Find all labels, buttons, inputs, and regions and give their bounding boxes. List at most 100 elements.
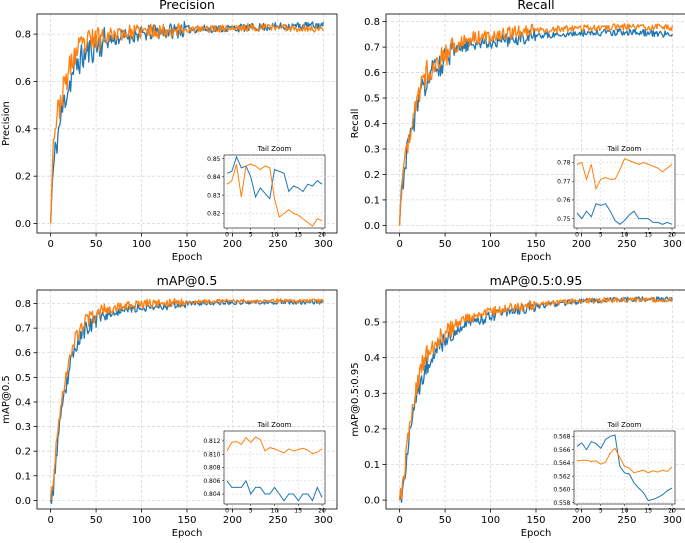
series-line-2 (398, 23, 674, 226)
y-axis-label: Precision (1, 101, 12, 146)
inset-x-tick-label: 5 (249, 232, 253, 239)
x-tick-label: 50 (90, 239, 103, 250)
y-tick-label: 0.2 (364, 170, 380, 181)
inset-x-tick-label: 15 (294, 508, 302, 515)
inset-x-tick-label: 0 (225, 508, 229, 515)
tail-zoom-inset: 0 5 10 15 20 0.804 0.806 0.808 0.810 0.812 Tail Zo… (203, 421, 326, 515)
y-tick-label: 0.5 (364, 318, 380, 329)
inset-y-tick-label: 0.804 (203, 491, 220, 498)
y-tick-label: 0.4 (15, 124, 31, 135)
y-tick-label: 0.1 (364, 460, 380, 471)
inset-y-tick-label: 0.78 (557, 160, 571, 167)
x-tick-label: 300 (314, 515, 333, 526)
y-axis-label: Recall (350, 109, 361, 139)
y-axis-label: mAP@0.5 (1, 375, 12, 424)
x-axis-label: Epoch (521, 252, 552, 263)
chart-title: mAP@0.5:0.95 (490, 273, 583, 288)
inset-y-tick-label: 0.812 (203, 438, 220, 445)
y-tick-label: 0.3 (15, 422, 31, 433)
y-axis-label: mAP@0.5:0.95 (350, 362, 361, 436)
x-tick-label: 150 (526, 239, 545, 250)
inset-y-tick-label: 0.77 (557, 178, 571, 185)
x-tick-label: 300 (663, 239, 682, 250)
y-tick-label: 0.8 (364, 17, 380, 28)
x-tick-label: 250 (268, 515, 287, 526)
inset-series-line-2 (576, 447, 673, 474)
inset-x-tick-label: 10 (621, 508, 629, 515)
x-tick-label: 0 (47, 515, 53, 526)
inset-x-tick-label: 0 (575, 232, 579, 239)
inset-x-tick-label: 0 (575, 508, 579, 515)
x-axis-label: Epoch (521, 528, 552, 539)
chart-title: mAP@0.5 (157, 273, 218, 288)
inset-x-tick-label: 10 (621, 232, 629, 239)
inset-y-tick-label: 0.558 (553, 500, 570, 507)
x-tick-label: 250 (268, 239, 287, 250)
y-tick-label: 0.8 (15, 30, 31, 41)
x-tick-label: 250 (617, 239, 636, 250)
inset-y-tick-label: 0.85 (207, 156, 221, 163)
y-tick-label: 0.5 (364, 94, 380, 105)
y-tick-label: 0.6 (15, 77, 31, 88)
y-tick-label: 0.7 (364, 43, 380, 54)
y-tick-label: 0.0 (364, 221, 380, 232)
chart-title: Precision (159, 0, 215, 12)
inset-x-tick-label: 20 (318, 508, 326, 515)
x-tick-label: 200 (223, 515, 242, 526)
y-tick-label: 0.0 (15, 496, 31, 507)
y-tick-label: 0.3 (364, 144, 380, 155)
inset-x-tick-label: 20 (668, 508, 676, 515)
x-axis-label: Epoch (172, 528, 203, 539)
chart-panel-2: 0 50 100 150 200 250 3000.00.10.20.30.40.50.60… (350, 0, 685, 263)
y-tick-label: 0.1 (15, 471, 31, 482)
x-tick-label: 100 (132, 515, 151, 526)
inset-y-tick-label: 0.76 (557, 197, 571, 204)
inset-x-tick-label: 5 (599, 232, 603, 239)
y-tick-label: 0.4 (364, 119, 380, 130)
y-tick-label: 0.2 (364, 424, 380, 435)
x-tick-label: 250 (617, 515, 636, 526)
inset-series-line-2 (576, 158, 673, 191)
series-line-2 (49, 22, 324, 224)
inset-x-tick-label: 0 (225, 232, 229, 239)
inset-title: Tail Zoom (607, 145, 642, 153)
x-tick-label: 300 (314, 239, 333, 250)
tail-zoom-inset: 0 5 10 15 20 0.82 0.83 0.84 0.85 Tail Zoom (207, 145, 326, 239)
inset-series-line-2 (226, 163, 323, 227)
inset-y-tick-label: 0.83 (207, 192, 221, 199)
y-tick-label: 0.2 (15, 447, 31, 458)
y-tick-label: 0.7 (15, 324, 31, 335)
y-tick-label: 0.3 (364, 389, 380, 400)
y-tick-label: 0.6 (364, 68, 380, 79)
inset-y-tick-label: 0.562 (553, 473, 570, 480)
inset-y-tick-label: 0.568 (553, 434, 570, 441)
inset-x-tick-label: 10 (271, 232, 279, 239)
x-tick-label: 100 (481, 239, 500, 250)
inset-x-tick-label: 15 (644, 232, 652, 239)
x-tick-label: 50 (90, 515, 103, 526)
inset-x-tick-label: 15 (644, 508, 652, 515)
inset-y-tick-label: 0.564 (553, 460, 570, 467)
x-tick-label: 150 (177, 515, 196, 526)
inset-series-line-1 (576, 203, 673, 225)
x-tick-label: 50 (439, 239, 452, 250)
x-tick-label: 200 (223, 239, 242, 250)
inset-title: Tail Zoom (607, 421, 642, 429)
inset-x-tick-label: 5 (599, 508, 603, 515)
y-tick-label: 0.1 (364, 195, 380, 206)
inset-x-tick-label: 20 (318, 232, 326, 239)
inset-x-tick-label: 10 (271, 508, 279, 515)
inset-y-tick-label: 0.84 (207, 174, 221, 181)
x-tick-label: 300 (663, 515, 682, 526)
inset-y-tick-label: 0.75 (557, 216, 571, 223)
tail-zoom-inset: 0 5 10 15 20 0.558 0.560 0.562 0.564 0.566 0.568 Ta… (553, 421, 676, 515)
chart-panel-1: 0 50 100 150 200 250 3000.00.20.40.60.8Precisi… (1, 0, 338, 263)
y-tick-label: 0.0 (364, 496, 380, 507)
y-tick-label: 0.4 (15, 397, 31, 408)
x-tick-label: 100 (132, 239, 151, 250)
x-tick-label: 150 (177, 239, 196, 250)
x-tick-label: 0 (47, 239, 53, 250)
x-tick-label: 0 (396, 239, 402, 250)
tail-zoom-inset: 0 5 10 15 20 0.75 0.76 0.77 0.78 Tail Zoom (557, 145, 676, 239)
